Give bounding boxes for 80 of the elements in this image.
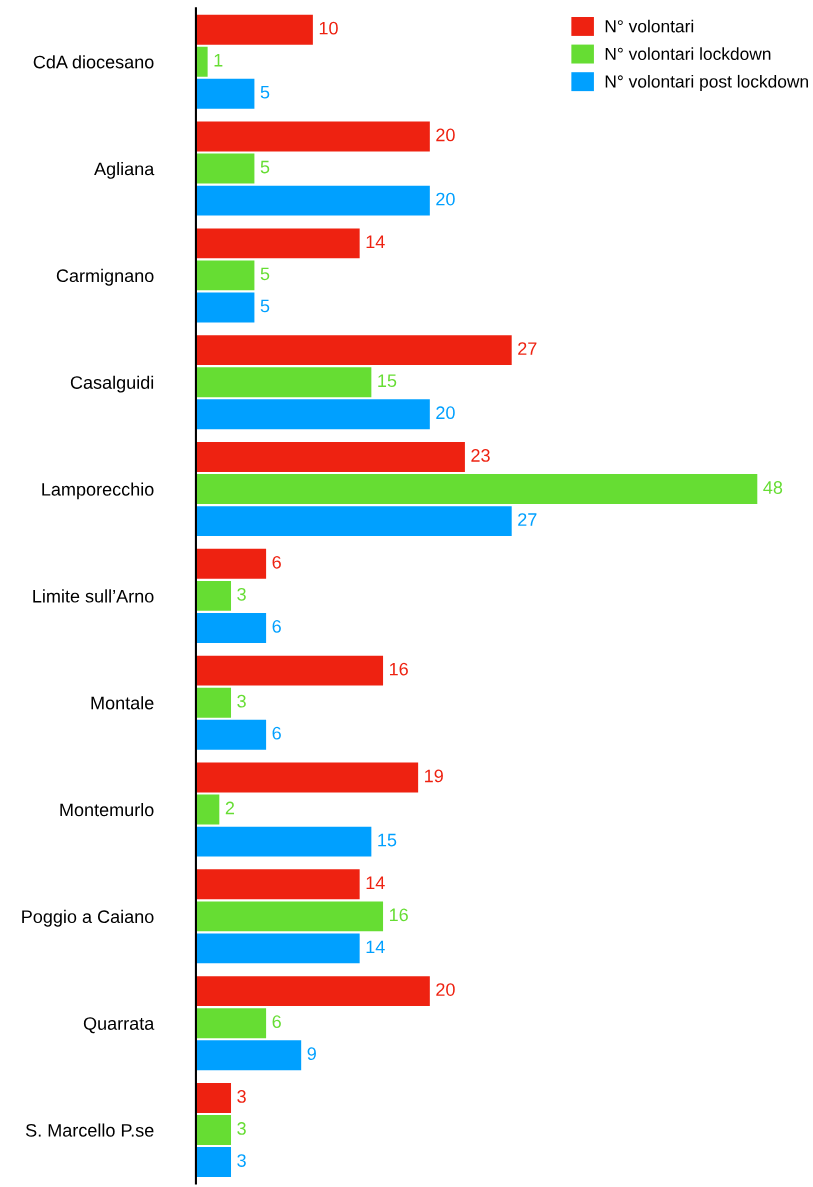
data-label: 20 <box>436 983 455 996</box>
legend-label: N° volontari <box>605 19 694 33</box>
bar <box>195 260 255 291</box>
bar <box>195 228 360 259</box>
y-tick-label: Casalguidi <box>70 375 154 393</box>
data-label: 14 <box>366 940 385 954</box>
data-label: 1 <box>214 53 223 67</box>
bar <box>195 580 232 611</box>
bar <box>195 14 313 45</box>
data-label: 5 <box>260 160 270 174</box>
y-tick-label: Quarrata <box>83 1017 155 1034</box>
data-label: 10 <box>319 21 338 35</box>
bar <box>195 335 512 366</box>
data-label: 20 <box>436 192 455 206</box>
data-label: 27 <box>518 342 537 355</box>
bar <box>195 442 465 472</box>
bar <box>195 78 255 109</box>
data-label: 6 <box>272 555 281 569</box>
bar <box>195 292 255 323</box>
y-tick-label: Carmignano <box>56 268 154 286</box>
y-tick-label: Montemurlo <box>60 802 154 817</box>
bar <box>195 185 430 216</box>
bar <box>195 719 267 750</box>
data-label: 3 <box>237 694 246 708</box>
data-label: 6 <box>272 1015 281 1029</box>
data-label: 14 <box>366 876 385 889</box>
data-label: 6 <box>272 619 281 633</box>
y-tick-label: Montale <box>91 696 154 710</box>
data-label: 2 <box>225 801 235 815</box>
data-label: 3 <box>237 587 246 601</box>
bar <box>195 367 372 398</box>
bar <box>195 826 372 857</box>
data-label: 14 <box>366 235 385 248</box>
data-label: 6 <box>272 726 281 740</box>
y-tick-label: Lamporecchio <box>42 482 154 500</box>
data-label: 3 <box>237 1154 246 1167</box>
data-label: 23 <box>471 449 490 462</box>
bar <box>195 687 232 718</box>
data-label: 15 <box>378 374 397 388</box>
bar <box>195 1083 232 1113</box>
bar <box>195 548 267 579</box>
legend-label: N° volontari post lockdown <box>605 74 808 92</box>
data-label: 9 <box>307 1047 316 1061</box>
data-label: 48 <box>763 481 783 494</box>
bar <box>195 612 267 643</box>
bar <box>195 901 384 932</box>
data-label: 19 <box>425 769 443 783</box>
y-tick-label: Poggio a Caiano <box>22 909 154 927</box>
bar <box>195 1040 302 1071</box>
data-label: 27 <box>518 513 537 526</box>
data-label: 3 <box>237 1090 246 1103</box>
data-label: 20 <box>436 128 455 142</box>
data-label: 15 <box>378 833 397 847</box>
legend-label: N° volontari lockdown <box>605 47 771 61</box>
data-label: 5 <box>260 267 270 281</box>
y-tick-label: Limite sull’Arno <box>33 589 154 603</box>
data-label: 5 <box>260 299 270 313</box>
bar <box>195 1115 232 1145</box>
bar <box>195 153 255 184</box>
data-label: 5 <box>260 86 270 99</box>
bar <box>195 506 512 537</box>
data-label: 16 <box>389 908 408 922</box>
bar <box>195 976 430 1007</box>
bar <box>195 869 360 900</box>
bar <box>195 762 419 793</box>
y-tick-label: CdA diocesano <box>33 55 154 69</box>
bar <box>195 121 430 152</box>
data-label: 3 <box>237 1122 246 1135</box>
bar <box>195 46 208 77</box>
bar <box>195 1147 232 1178</box>
bar <box>195 933 360 964</box>
bar <box>195 794 220 825</box>
bar <box>195 655 384 686</box>
data-label: 16 <box>389 662 408 676</box>
y-tick-label: S. Marcello P.se <box>25 1123 154 1137</box>
bar <box>195 1008 267 1039</box>
bar <box>195 474 758 504</box>
data-label: 20 <box>436 406 455 420</box>
y-tick-label: Agliana <box>94 162 155 179</box>
bar <box>195 399 430 430</box>
